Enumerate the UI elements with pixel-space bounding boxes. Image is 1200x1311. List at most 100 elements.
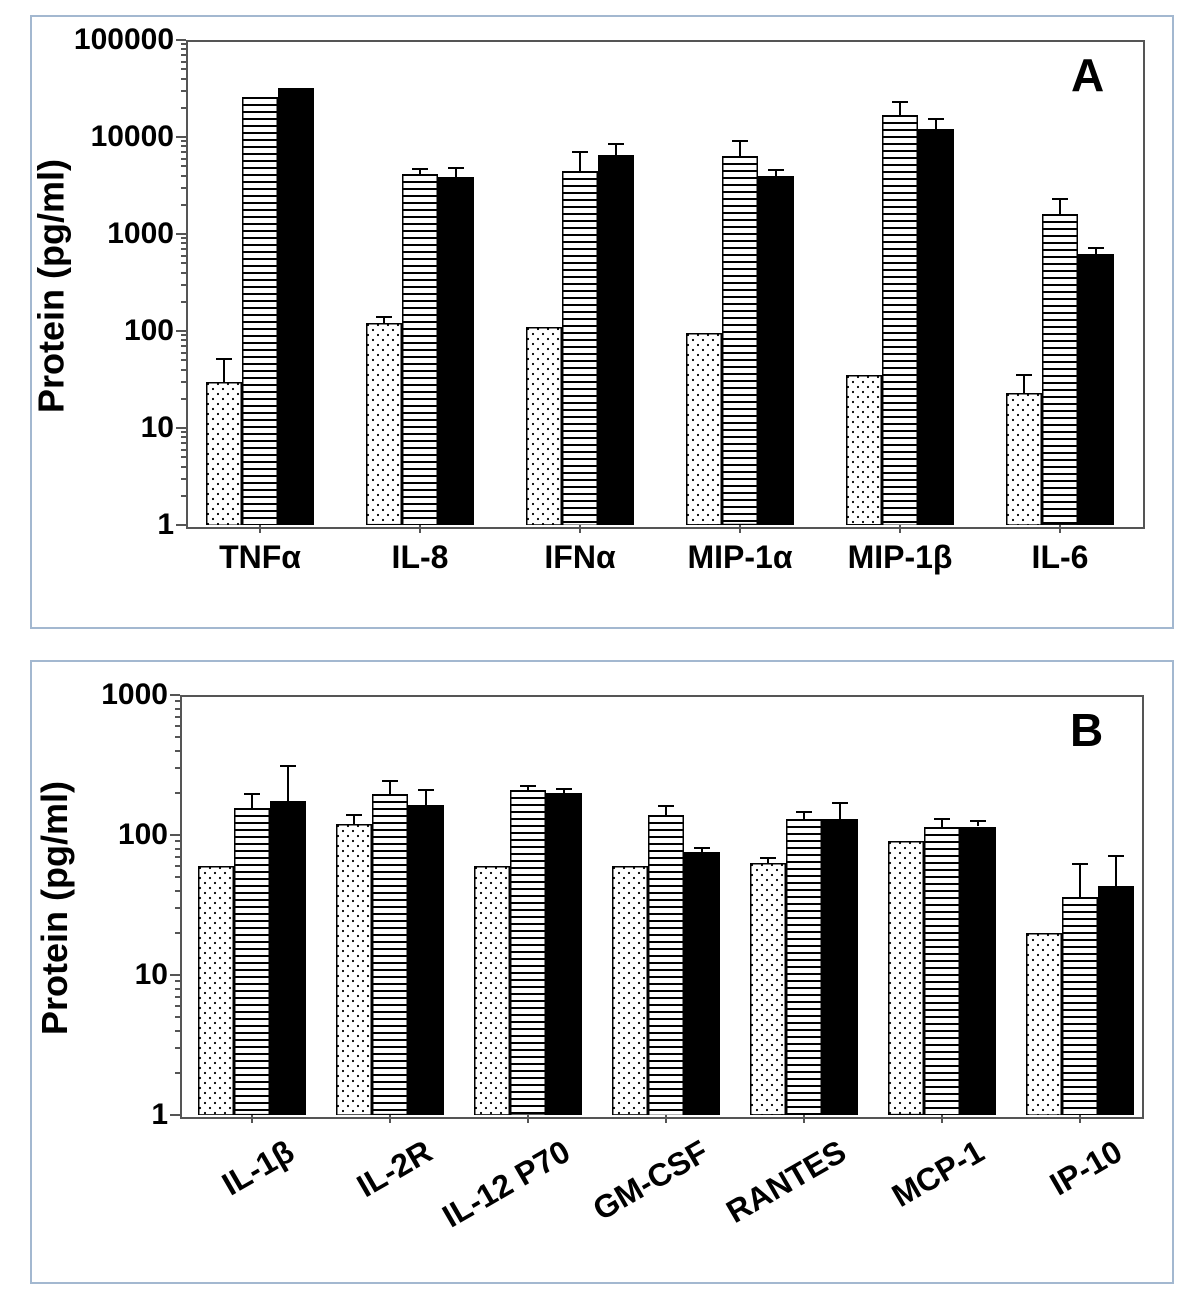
y-minor-tick	[175, 932, 180, 934]
bar-dotted	[846, 375, 882, 525]
y-tick-mark	[170, 1114, 180, 1116]
error-bar	[455, 168, 457, 177]
y-minor-tick	[181, 398, 186, 400]
y-minor-tick	[175, 750, 180, 752]
y-minor-tick	[181, 107, 186, 109]
y-minor-tick	[181, 272, 186, 274]
y-minor-tick	[175, 980, 180, 982]
bar-striped	[722, 156, 758, 525]
y-minor-tick	[181, 345, 186, 347]
y-tick-mark	[176, 39, 186, 41]
y-tick-mark	[176, 427, 186, 429]
error-bar-cap	[934, 818, 950, 820]
bar-dotted	[206, 382, 242, 525]
y-minor-tick	[175, 907, 180, 909]
bar-striped	[242, 97, 278, 525]
error-bar-cap	[1108, 855, 1124, 857]
x-category-label: MIP-1β	[830, 539, 970, 576]
error-bar	[941, 819, 943, 826]
y-minor-tick	[181, 204, 186, 206]
error-bar	[287, 766, 289, 801]
panel-b-y-axis-label: Protein (pg/ml)	[34, 698, 76, 1118]
error-bar	[899, 102, 901, 115]
bar-solid	[408, 805, 444, 1115]
y-minor-tick	[181, 369, 186, 371]
x-category-label: IL-8	[350, 539, 490, 576]
x-tick-mark	[259, 525, 261, 533]
bar-striped	[924, 827, 960, 1115]
bar-dotted	[1006, 393, 1042, 525]
figure-container: A Protein (pg/ml) B Protein (pg/ml) 1101…	[0, 0, 1200, 1311]
error-bar	[739, 141, 741, 156]
x-tick-mark	[739, 525, 741, 533]
bar-solid	[918, 129, 954, 525]
error-bar	[1023, 375, 1025, 393]
bar-solid	[546, 793, 582, 1115]
error-bar-cap	[760, 857, 776, 859]
y-tick-label: 100000	[56, 23, 174, 57]
bar-dotted	[198, 866, 234, 1115]
bar-dotted	[474, 866, 510, 1115]
error-bar-cap	[382, 780, 398, 782]
bar-solid	[960, 827, 996, 1115]
bar-dotted	[336, 824, 372, 1115]
bar-striped	[648, 815, 684, 1115]
y-minor-tick	[181, 54, 186, 56]
y-minor-tick	[181, 381, 186, 383]
y-minor-tick	[181, 187, 186, 189]
error-bar-cap	[658, 805, 674, 807]
y-tick-mark	[176, 330, 186, 332]
x-tick-mark	[1079, 1115, 1081, 1123]
y-minor-tick	[175, 736, 180, 738]
bar-solid	[270, 801, 306, 1115]
y-minor-tick	[175, 876, 180, 878]
error-bar-cap	[928, 118, 944, 120]
y-minor-tick	[181, 237, 186, 239]
error-bar	[223, 359, 225, 382]
y-minor-tick	[181, 158, 186, 160]
panel-b-label: B	[1070, 703, 1103, 757]
y-minor-tick	[175, 840, 180, 842]
y-minor-tick	[181, 301, 186, 303]
error-bar-cap	[1016, 374, 1032, 376]
x-tick-mark	[1059, 525, 1061, 533]
error-bar-cap	[1072, 863, 1088, 865]
y-tick-mark	[170, 974, 180, 976]
bar-dotted	[686, 333, 722, 525]
bar-striped	[1042, 214, 1078, 525]
y-minor-tick	[181, 78, 186, 80]
y-tick-label: 10	[56, 411, 174, 445]
y-minor-tick	[181, 352, 186, 354]
y-minor-tick	[181, 140, 186, 142]
error-bar-cap	[556, 788, 572, 790]
y-tick-label: 10000	[56, 120, 174, 154]
error-bar-cap	[346, 814, 362, 816]
panel-a-y-axis-label: Protein (pg/ml)	[30, 43, 72, 528]
error-bar-cap	[418, 789, 434, 791]
bar-striped	[402, 174, 438, 525]
error-bar-cap	[244, 793, 260, 795]
error-bar-cap	[448, 167, 464, 169]
error-bar	[389, 781, 391, 795]
error-bar-cap	[832, 802, 848, 804]
y-minor-tick	[175, 996, 180, 998]
bar-solid	[822, 819, 858, 1115]
y-tick-mark	[170, 834, 180, 836]
y-tick-label: 100	[56, 314, 174, 348]
y-minor-tick	[175, 725, 180, 727]
y-minor-tick	[181, 68, 186, 70]
error-bar	[839, 803, 841, 819]
y-minor-tick	[175, 1005, 180, 1007]
bar-dotted	[366, 323, 402, 525]
bar-solid	[598, 155, 634, 525]
x-category-label: IFNα	[510, 539, 650, 576]
bar-solid	[1098, 886, 1134, 1115]
y-minor-tick	[175, 865, 180, 867]
y-minor-tick	[181, 145, 186, 147]
bar-dotted	[612, 866, 648, 1115]
y-minor-tick	[181, 48, 186, 50]
y-minor-tick	[181, 262, 186, 264]
bar-striped	[372, 794, 408, 1115]
y-minor-tick	[181, 359, 186, 361]
y-minor-tick	[175, 1016, 180, 1018]
